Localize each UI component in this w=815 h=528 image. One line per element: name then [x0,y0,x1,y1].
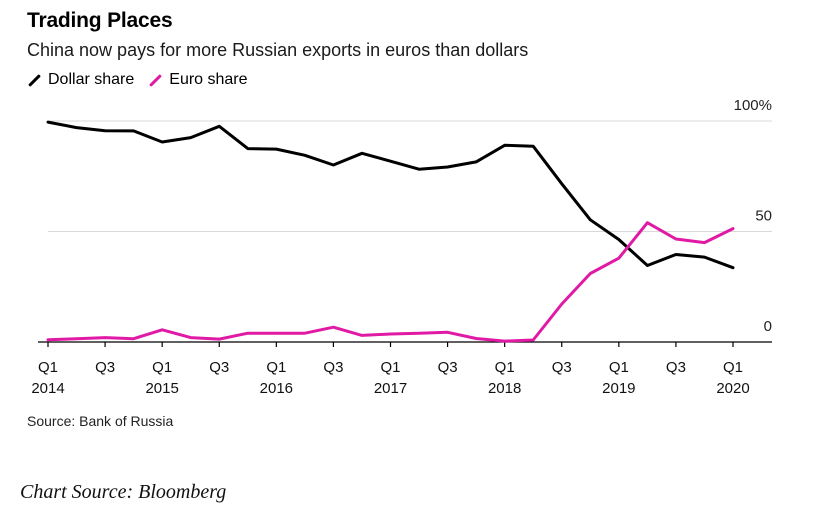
x-tick-label: Q1 [495,359,515,376]
line-chart: 0 50 100% Q1 2014 Q3 Q1 2015 Q3 Q1 2016 Q3 Q1 2017 Q3 Q… [31,97,772,397]
x-tick-label: Q3 [666,359,686,376]
legend-label-euro: Euro share [169,71,248,88]
x-tick-label: Q3 [552,359,572,376]
x-tick-label: Q1 [609,359,629,376]
series-line-euro-share [46,221,735,343]
x-tick-label: Q3 [95,359,115,376]
x-tick-year-label: 2014 [31,380,64,397]
x-tick-year-label: 2020 [716,380,749,397]
x-tick-label: Q1 [38,359,58,376]
x-tick-year-label: 2016 [260,380,293,397]
legend-item-dollar: Dollar share [27,71,134,89]
legend: Dollar share Euro share [27,71,262,89]
chart-title: Trading Places [27,9,173,32]
x-tick-year-label: 2017 [374,380,407,397]
legend-label-dollar: Dollar share [48,71,135,88]
y-tick-label: 100% [734,97,772,114]
x-tick-label: Q1 [152,359,172,376]
x-tick-year-label: 2019 [602,380,635,397]
x-tick-label: Q3 [209,359,229,376]
chart-subtitle: China now pays for more Russian exports … [27,40,529,60]
x-tick-label: Q1 [266,359,286,376]
x-tick-label: Q3 [323,359,343,376]
x-tick-year-label: 2018 [488,380,521,397]
source-note: Source: Bank of Russia [27,413,174,429]
legend-item-euro: Euro share [148,71,248,89]
y-tick-label: 0 [764,318,772,335]
x-tick-label: Q3 [438,359,458,376]
x-tick-year-label: 2015 [145,380,178,397]
chart-credit: Chart Source: Bloomberg [20,481,227,503]
x-tick-label: Q1 [380,359,400,376]
y-tick-label: 50 [755,208,772,225]
x-tick-label: Q1 [723,359,743,376]
